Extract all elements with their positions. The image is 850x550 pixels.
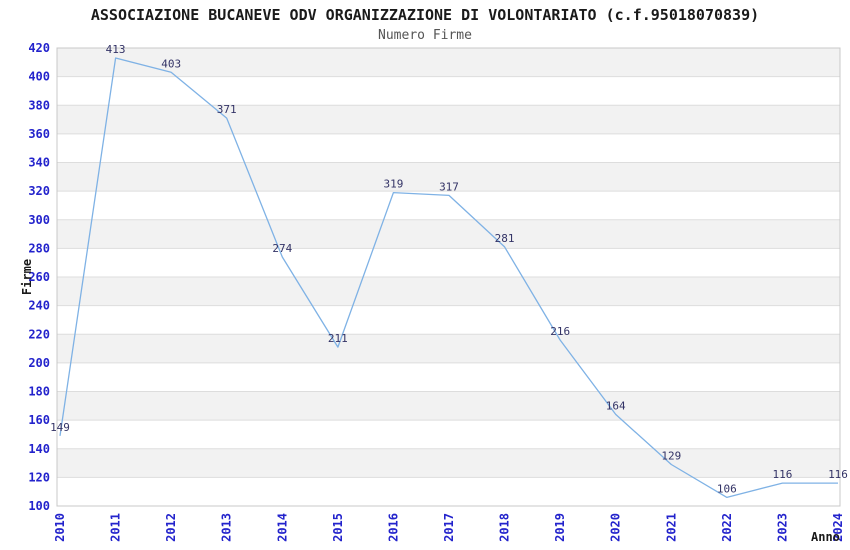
- data-point-label: 319: [383, 178, 403, 191]
- data-point-label: 281: [495, 232, 515, 245]
- x-tick-label: 2023: [775, 513, 789, 542]
- y-tick-label: 160: [28, 413, 50, 427]
- x-tick-label: 2013: [220, 513, 234, 542]
- data-point-label: 149: [50, 421, 70, 434]
- x-tick-label: 2019: [553, 513, 567, 542]
- data-point-label: 164: [606, 399, 626, 412]
- x-tick-label: 2015: [331, 513, 345, 542]
- data-point-label: 371: [217, 103, 237, 116]
- x-tick-label: 2018: [498, 513, 512, 542]
- y-tick-label: 300: [28, 213, 50, 227]
- chart-subtitle: Numero Firme: [378, 28, 472, 43]
- x-tick-label: 2022: [720, 513, 734, 542]
- y-tick-label: 100: [28, 499, 50, 513]
- data-point-label: 116: [828, 468, 848, 481]
- y-tick-label: 320: [28, 184, 50, 198]
- x-tick-label: 2024: [831, 513, 845, 542]
- data-point-label: 274: [272, 242, 292, 255]
- x-tick-label: 2021: [664, 513, 678, 542]
- y-axis-label: Firme: [20, 258, 34, 296]
- x-tick-label: 2016: [386, 513, 400, 542]
- y-tick-label: 260: [28, 270, 50, 284]
- band-stripe: [57, 277, 840, 306]
- data-line: [59, 57, 838, 499]
- band-stripe: [57, 105, 840, 134]
- y-tick-label: 340: [28, 156, 50, 170]
- data-point-label: 403: [161, 57, 181, 70]
- y-tick-label: 240: [28, 299, 50, 313]
- y-tick-label: 200: [28, 356, 50, 370]
- x-tick-label: 2014: [275, 513, 289, 542]
- y-tick-label: 420: [28, 41, 50, 55]
- data-point-label: 116: [772, 468, 792, 481]
- x-tick-label: 2010: [53, 513, 67, 542]
- y-tick-label: 220: [28, 327, 50, 341]
- data-point-label: 106: [717, 482, 737, 495]
- band-stripe: [57, 334, 840, 363]
- data-point-label: 413: [106, 43, 126, 56]
- band-stripe: [57, 391, 840, 421]
- data-point-label: 211: [328, 332, 348, 345]
- x-tick-label: 2012: [164, 513, 178, 542]
- y-tick-label: 280: [28, 241, 50, 255]
- y-tick-label: 180: [28, 385, 50, 399]
- x-tick-label: 2017: [442, 513, 456, 542]
- x-axis-label: Anno: [811, 530, 840, 544]
- band-stripe: [57, 219, 840, 249]
- data-point-label: 317: [439, 180, 459, 193]
- chart-title: ASSOCIAZIONE BUCANEVE ODV ORGANIZZAZIONE…: [90, 6, 760, 24]
- y-tick-label: 380: [28, 98, 50, 112]
- band-stripe: [57, 162, 840, 192]
- x-tick-label: 2020: [609, 513, 623, 542]
- band-stripe: [57, 448, 840, 478]
- y-tick-label: 400: [28, 70, 50, 84]
- y-tick-label: 120: [28, 470, 50, 484]
- y-tick-label: 360: [28, 127, 50, 141]
- x-tick-label: 2011: [109, 513, 123, 542]
- y-tick-label: 140: [28, 442, 50, 456]
- band-stripe: [57, 48, 840, 77]
- data-point-label: 129: [661, 449, 681, 462]
- plot-border: [56, 47, 841, 507]
- data-point-label: 216: [550, 325, 570, 338]
